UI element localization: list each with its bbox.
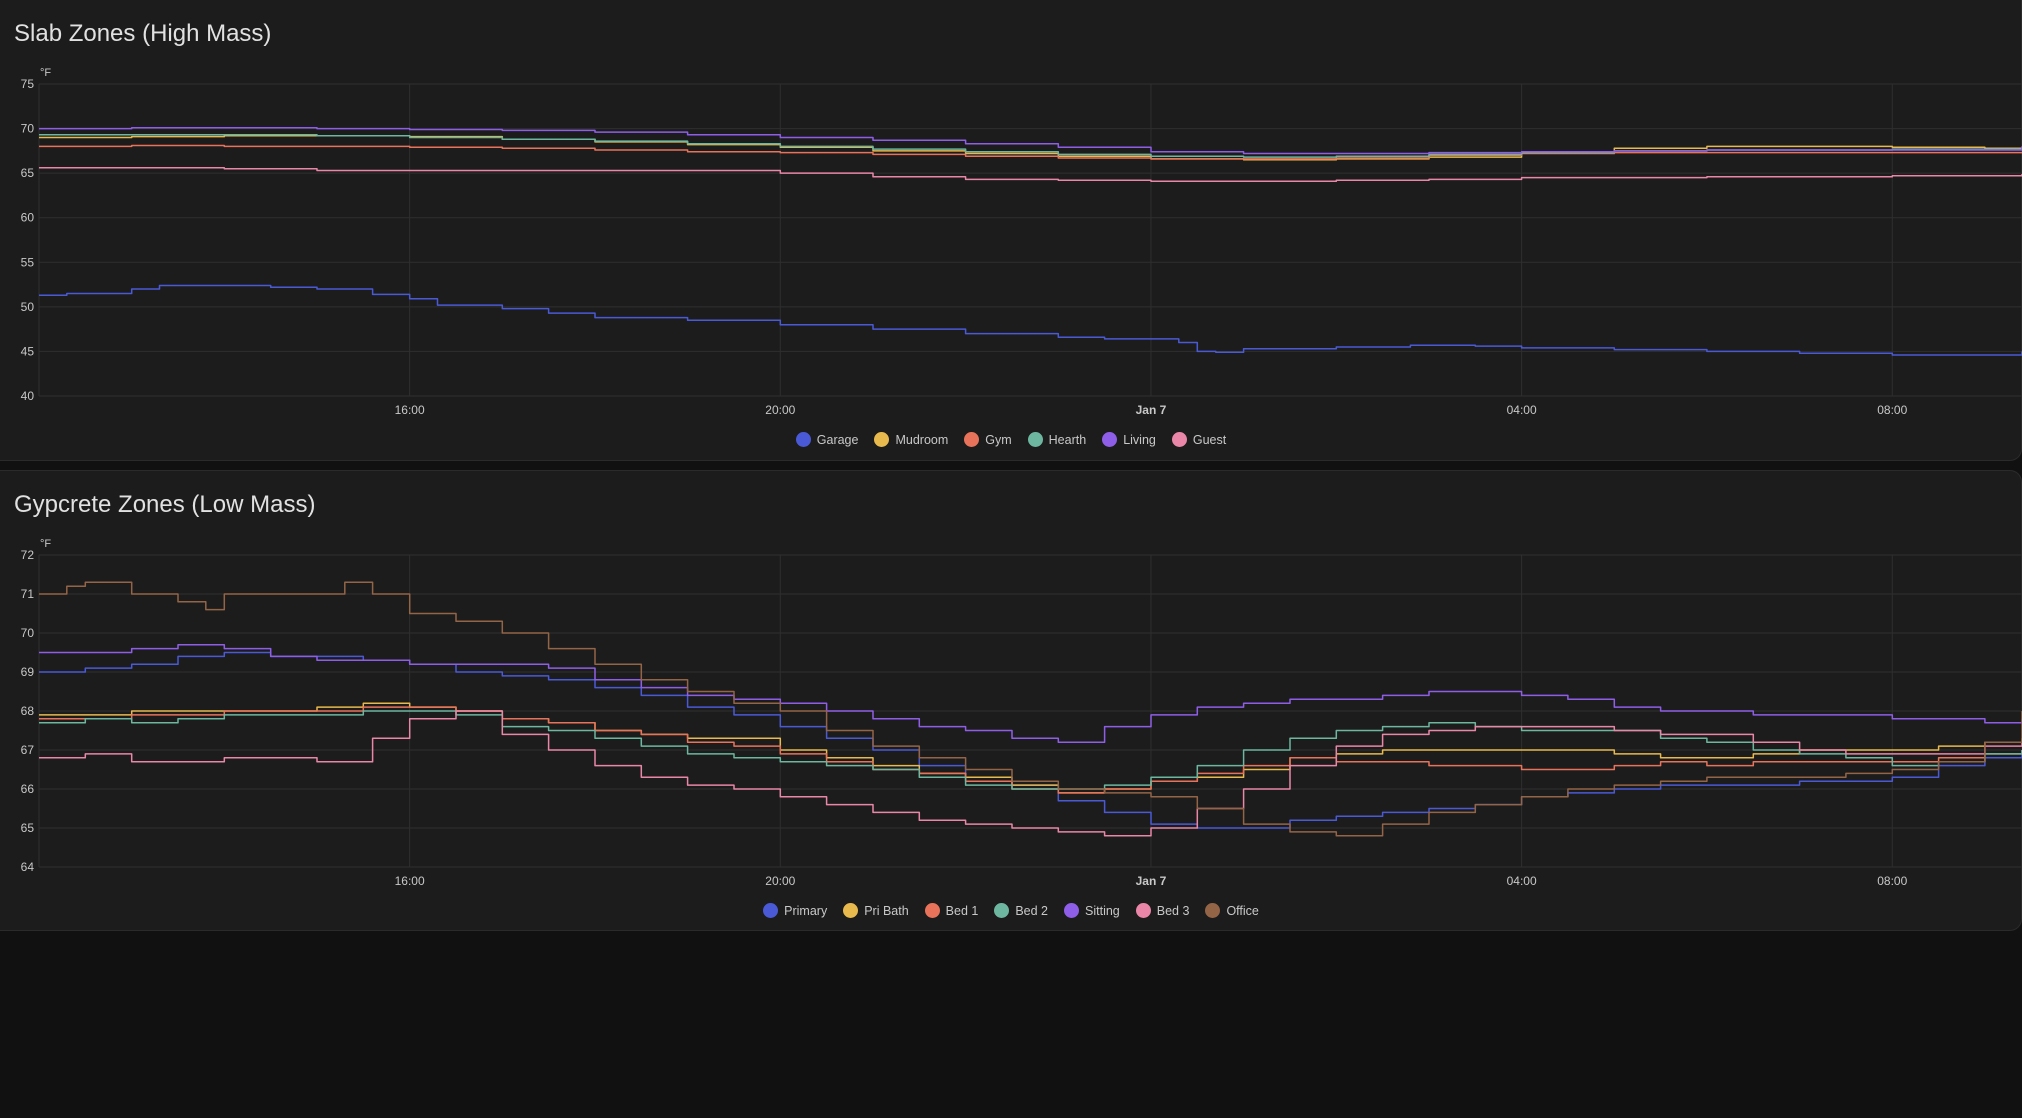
legend-item-living[interactable]: Living (1102, 432, 1156, 447)
y-tick-label: 75 (21, 77, 35, 91)
x-tick-label: 04:00 (1507, 874, 1537, 888)
legend-swatch (924, 903, 940, 918)
x-tick-label: 16:00 (395, 874, 425, 888)
series-line-office[interactable] (39, 581, 2022, 837)
series-line-living[interactable] (39, 126, 2022, 155)
y-tick-label: 67 (21, 743, 35, 757)
legend-label: Gym (985, 432, 1012, 447)
y-tick-label: 64 (21, 860, 35, 874)
y-unit-label: °F (40, 67, 51, 79)
legend-swatch (1135, 903, 1151, 918)
legend-item-bed-3[interactable]: Bed 3 (1135, 903, 1190, 918)
series-line-pri-bath[interactable] (39, 702, 2022, 794)
legend-item-mudroom[interactable]: Mudroom (874, 432, 948, 447)
legend-label: Primary (784, 903, 828, 918)
legend-item-bed-2[interactable]: Bed 2 (994, 903, 1048, 918)
legend-item-sitting[interactable]: Sitting (1064, 903, 1120, 918)
legend-label: Guest (1192, 432, 1227, 447)
y-tick-label: 66 (21, 782, 35, 796)
y-tick-label: 50 (21, 300, 35, 314)
gypcrete-zones-card: Gypcrete Zones (Low Mass) °F 64 65 66 67 68 69… (0, 470, 2022, 931)
legend-label: Office (1226, 903, 1259, 918)
legend-swatch (1205, 903, 1221, 918)
y-tick-label: 65 (21, 821, 35, 835)
x-tick-label: 08:00 (1877, 403, 1907, 417)
y-tick-label: 72 (21, 548, 35, 562)
legend-label: Garage (816, 432, 859, 447)
legend-swatch (795, 432, 811, 447)
legend-swatch (843, 903, 859, 918)
y-tick-label: 40 (21, 389, 35, 403)
chart-title: Slab Zones (High Mass) (14, 20, 272, 47)
legend-swatch (994, 903, 1010, 918)
x-tick-label: 20:00 (765, 874, 795, 888)
legend-item-office[interactable]: Office (1205, 903, 1259, 918)
x-tick-label: 08:00 (1877, 874, 1907, 888)
legend-item-bed-1[interactable]: Bed 1 (924, 903, 979, 918)
legend-label: Bed 2 (1015, 903, 1049, 918)
series-line-sitting[interactable] (39, 643, 2022, 743)
legend-label: Pri Bath (864, 903, 909, 918)
legend-label: Bed 1 (945, 903, 979, 918)
legend-label: Living (1123, 432, 1156, 447)
y-tick-label: 55 (21, 255, 35, 269)
legend-item-gym[interactable]: Gym (964, 432, 1012, 447)
legend-label: Mudroom (895, 432, 949, 447)
x-tick-label: 04:00 (1507, 403, 1537, 417)
y-tick-label: 69 (21, 665, 35, 679)
series-line-garage[interactable] (39, 284, 2022, 356)
legend-item-guest[interactable]: Guest (1171, 432, 1227, 447)
y-tick-label: 71 (21, 587, 35, 601)
series-line-bed-3[interactable] (39, 710, 2022, 837)
legend-item-garage[interactable]: Garage (795, 432, 859, 447)
legend-item-primary[interactable]: Primary (763, 903, 827, 918)
legend-swatch (763, 903, 779, 918)
slab-zones-chart[interactable]: °F 40 45 50 55 60 65 70 75 16:00 20:00 Jan 7 04:00 08… (0, 0, 2022, 461)
x-tick-label: Jan 7 (1136, 403, 1167, 417)
y-tick-label: 70 (21, 122, 35, 136)
x-tick-label: 16:00 (395, 403, 425, 417)
x-tick-label: 20:00 (765, 403, 795, 417)
y-tick-label: 60 (21, 211, 35, 225)
legend-item-pri-bath[interactable]: Pri Bath (843, 903, 909, 918)
chart-title: Gypcrete Zones (Low Mass) (14, 491, 316, 518)
y-tick-label: 68 (21, 704, 35, 718)
gypcrete-zones-legend: Primary Pri Bath Bed 1 Bed 2 Sitting Bed 3 Off… (0, 903, 2022, 918)
y-unit-label: °F (40, 538, 51, 550)
legend-label: Hearth (1048, 432, 1087, 447)
gypcrete-zones-chart[interactable]: °F 64 65 66 67 68 69 70 71 72 16:00 20:00 Jan 7 04:00… (0, 471, 2022, 932)
legend-swatch (874, 432, 890, 447)
legend-swatch (1027, 432, 1043, 447)
series-line-primary[interactable] (39, 651, 2022, 829)
y-tick-label: 65 (21, 166, 35, 180)
legend-swatch (964, 432, 980, 447)
legend-swatch (1102, 432, 1118, 447)
legend-label: Bed 3 (1156, 903, 1190, 918)
x-tick-label: Jan 7 (1136, 874, 1167, 888)
slab-zones-card: Slab Zones (High Mass) °F 40 45 50 55 60 65 70 7… (0, 0, 2022, 461)
legend-swatch (1064, 903, 1080, 918)
y-tick-label: 70 (21, 626, 35, 640)
legend-label: Sitting (1085, 903, 1120, 918)
legend-item-hearth[interactable]: Hearth (1027, 432, 1087, 447)
legend-swatch (1171, 432, 1187, 447)
y-tick-label: 45 (21, 344, 35, 358)
series-line-guest[interactable] (39, 167, 2022, 182)
slab-zones-legend: Garage Mudroom Gym Hearth Living Guest (0, 432, 2022, 447)
